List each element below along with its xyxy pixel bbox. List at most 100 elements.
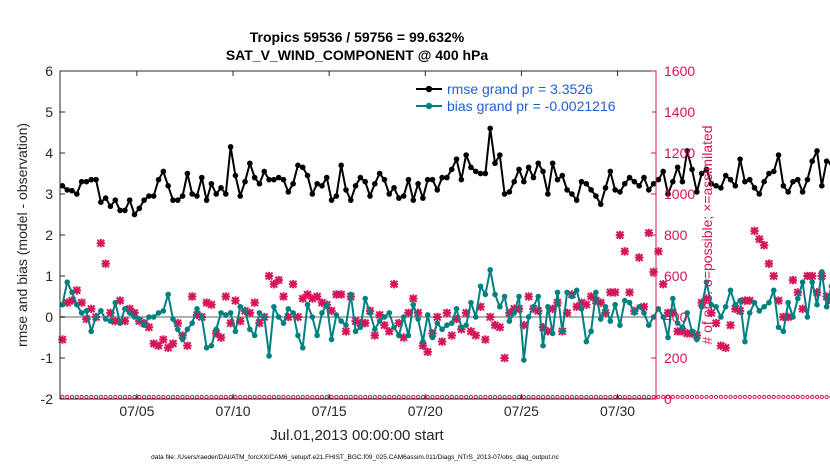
obs-possible-marker: [565, 395, 568, 398]
rmse-point: [728, 177, 734, 183]
bias-point: [617, 322, 623, 328]
obs-possible-marker: [801, 395, 804, 398]
rmse-point: [237, 193, 243, 199]
obs-assimilated-marker: [207, 301, 215, 309]
rmse-point: [636, 183, 642, 189]
obs-assimilated-marker: [250, 298, 258, 306]
obs-possible-marker: [561, 395, 564, 398]
bias-point: [204, 345, 210, 351]
obs-possible-marker: [373, 395, 376, 398]
bias-point: [300, 345, 306, 351]
obs-possible-marker: [748, 395, 751, 398]
rmse-point: [132, 212, 138, 218]
obs-possible-marker: [248, 395, 251, 398]
obs-possible-marker: [128, 395, 131, 398]
rmse-point: [531, 175, 537, 181]
rmse-point: [617, 189, 623, 195]
obs-assimilated-marker: [808, 272, 816, 280]
bias-point: [141, 322, 147, 328]
rmse-point: [483, 171, 489, 177]
bias-point: [430, 335, 436, 341]
bias-point: [213, 327, 219, 333]
rmse-point: [569, 191, 575, 197]
rmse-point: [641, 175, 647, 181]
rmse-point: [353, 183, 359, 189]
bias-point: [737, 298, 743, 304]
obs-possible-marker: [176, 395, 179, 398]
obs-possible-marker: [686, 395, 689, 398]
rmse-point: [420, 195, 426, 201]
obs-assimilated-marker: [265, 272, 273, 280]
rmse-point: [497, 152, 503, 158]
rmse-point: [415, 181, 421, 187]
bias-point: [483, 292, 489, 298]
obs-possible-marker: [811, 395, 814, 398]
bias-point: [526, 314, 532, 320]
rmse-point: [555, 177, 561, 183]
rmse-point: [103, 195, 109, 201]
bias-point: [459, 324, 465, 330]
obs-possible-marker: [575, 395, 578, 398]
obs-possible-marker: [614, 395, 617, 398]
obs-assimilated-marker: [500, 354, 508, 362]
rmse-point: [137, 206, 143, 212]
rmse-point: [608, 169, 614, 175]
bias-point: [194, 306, 200, 312]
rmse-point: [757, 191, 763, 197]
bias-point: [689, 329, 695, 335]
rmse-point: [410, 197, 416, 203]
rmse-point: [459, 177, 465, 183]
rmse-point: [742, 179, 748, 185]
obs-possible-marker: [469, 395, 472, 398]
rmse-point: [507, 189, 513, 195]
bias-point: [757, 308, 763, 314]
obs-possible-marker: [311, 395, 314, 398]
rmse-point: [588, 187, 594, 193]
obs-possible-marker: [739, 395, 742, 398]
obs-possible-marker: [522, 395, 525, 398]
rmse-point: [584, 181, 590, 187]
bias-point: [574, 288, 580, 294]
obs-possible-marker: [344, 395, 347, 398]
rmse-point: [622, 181, 628, 187]
obs-assimilated-marker: [524, 292, 532, 300]
legend-rmse-marker: [426, 86, 432, 92]
rmse-point: [367, 193, 373, 199]
obs-possible-marker: [421, 395, 424, 398]
rmse-point: [266, 177, 272, 183]
rmse-point: [213, 191, 219, 197]
rmse-point: [151, 193, 157, 199]
obs-assimilated-marker: [289, 280, 297, 288]
bias-point: [785, 300, 791, 306]
obs-assimilated-marker: [222, 292, 230, 300]
rmse-point: [492, 160, 498, 166]
bias-point: [646, 322, 652, 328]
obs-possible-marker: [541, 395, 544, 398]
y-axis-label-left: rmse and bias (model - observation): [14, 123, 30, 347]
bias-point: [593, 290, 599, 296]
bias-point: [98, 308, 104, 314]
rmse-point: [540, 169, 546, 175]
rmse-point: [814, 148, 820, 154]
bias-point: [305, 302, 311, 308]
obs-assimilated-marker: [611, 288, 619, 296]
rmse-point: [689, 167, 695, 173]
obs-assimilated-marker: [496, 323, 504, 331]
obs-assimilated-marker: [390, 280, 398, 288]
obs-possible-marker: [551, 395, 554, 398]
obs-possible-marker: [719, 395, 722, 398]
obs-possible-marker: [436, 395, 439, 398]
obs-assimilated-marker: [371, 331, 379, 339]
rmse-point: [175, 197, 181, 203]
obs-assimilated-marker: [765, 260, 773, 268]
rmse-point: [435, 187, 441, 193]
bias-point: [189, 320, 195, 326]
left-tick-label: 2: [45, 227, 53, 243]
rmse-point: [204, 197, 210, 203]
bias-point: [103, 316, 109, 322]
obs-possible-marker: [195, 395, 198, 398]
obs-assimilated-marker: [337, 290, 345, 298]
bias-point: [531, 304, 537, 310]
x-tick-label: 07/20: [408, 403, 443, 419]
